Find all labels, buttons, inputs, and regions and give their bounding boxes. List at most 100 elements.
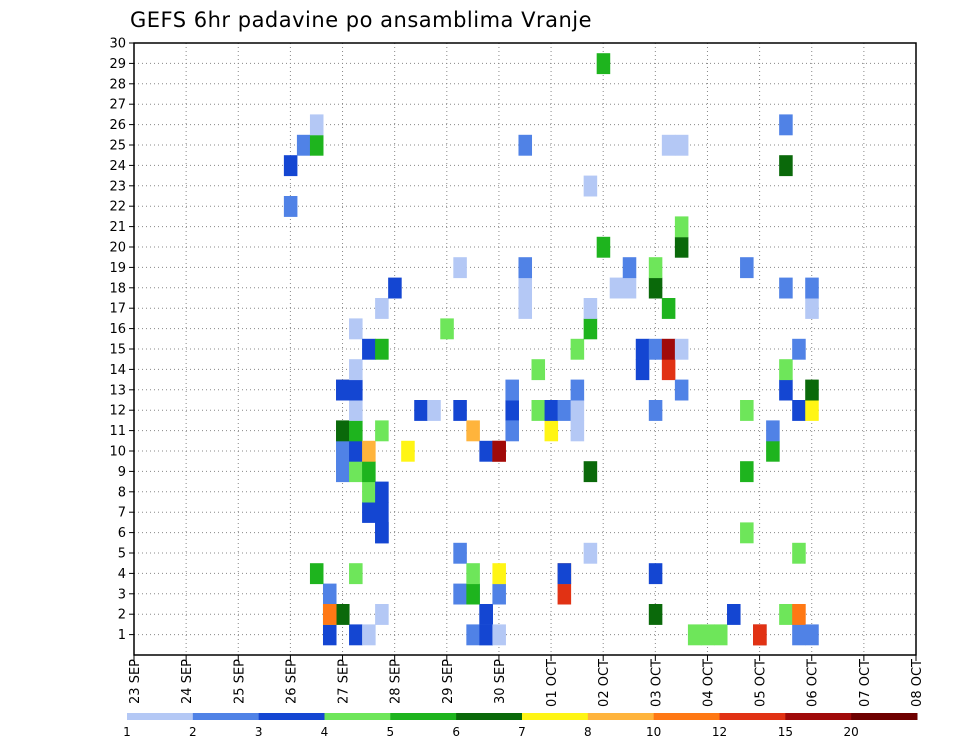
data-cell: [661, 134, 676, 156]
data-cell: [375, 338, 389, 360]
data-cell: [453, 583, 467, 605]
data-cell: [648, 563, 663, 585]
data-cell: [349, 563, 363, 585]
y-tick-label: 27: [109, 98, 126, 113]
data-cell: [544, 400, 559, 421]
data-cell: [336, 379, 350, 401]
data-cell: [349, 440, 363, 462]
legend-swatch: [390, 713, 457, 720]
data-cell: [375, 502, 389, 523]
y-tick-label: 17: [109, 302, 126, 317]
y-tick-label: 21: [109, 220, 126, 235]
legend-label: 10: [646, 725, 661, 739]
data-cell: [544, 420, 559, 442]
data-cell: [805, 624, 819, 646]
x-axis: 23 SEP 24 SEP 25 SEP 26 SEP 27 SEP 28 SEP 29 S…: [128, 655, 925, 707]
data-cell: [740, 257, 754, 279]
data-cell: [401, 440, 415, 462]
x-tick-label: 24 SEP: [180, 659, 195, 704]
y-tick-label: 11: [109, 424, 126, 439]
y-tick-label: 2: [118, 608, 126, 623]
legend-label: 15: [778, 725, 793, 739]
y-tick-label: 12: [109, 404, 126, 419]
y-tick-label: 18: [109, 281, 126, 296]
y-tick-label: 8: [118, 485, 126, 500]
data-cell: [492, 624, 506, 646]
data-cell: [322, 624, 337, 646]
data-cell: [648, 604, 663, 625]
legend-swatch: [653, 713, 720, 720]
data-cell: [792, 624, 806, 646]
x-tick-label: 04 OCT: [701, 659, 716, 707]
data-cell: [635, 359, 650, 381]
y-tick-label: 5: [118, 547, 126, 562]
data-cell: [805, 400, 819, 421]
x-tick-label: 02 OCT: [597, 659, 612, 707]
data-cell: [349, 624, 363, 646]
data-cell: [674, 134, 689, 156]
x-tick-label: 23 SEP: [128, 659, 143, 704]
data-cell: [349, 461, 363, 483]
data-cell: [440, 318, 454, 340]
data-cell: [779, 114, 793, 136]
data-cell: [557, 400, 572, 421]
data-cell: [596, 53, 611, 75]
y-tick-label: 14: [109, 363, 126, 378]
legend-label: 2: [189, 725, 197, 739]
x-tick-label: 30 SEP: [493, 659, 508, 704]
y-tick-label: 20: [109, 241, 126, 256]
data-cell: [427, 400, 441, 421]
chart-title: GEFS 6hr padavine po ansamblima Vranje: [130, 8, 592, 32]
data-cell: [792, 604, 806, 625]
legend-label: 3: [255, 725, 263, 739]
legend-swatch: [719, 713, 786, 720]
y-tick-label: 28: [109, 77, 126, 92]
data-cells: [283, 53, 819, 646]
data-cell: [453, 400, 467, 421]
data-cell: [792, 400, 806, 421]
data-cell: [505, 420, 519, 442]
data-cell: [505, 400, 519, 421]
data-cell: [766, 440, 780, 462]
data-cell: [492, 563, 506, 585]
legend-label: 1: [123, 725, 131, 739]
data-cell: [740, 400, 754, 421]
data-cell: [492, 583, 506, 605]
legend-label: 12: [712, 725, 727, 739]
y-tick-label: 19: [109, 261, 126, 276]
data-cell: [727, 604, 741, 625]
legend-label: 6: [452, 725, 460, 739]
data-cell: [362, 461, 376, 483]
legend-label: 20: [844, 725, 859, 739]
data-cell: [453, 257, 467, 279]
data-cell: [322, 583, 337, 605]
y-tick-label: 23: [109, 179, 126, 194]
y-tick-label: 15: [109, 343, 126, 358]
data-cell: [518, 277, 533, 299]
y-tick-label: 13: [109, 383, 126, 398]
legend-swatch: [192, 713, 260, 720]
x-tick-label: 08 OCT: [910, 659, 925, 707]
data-cell: [805, 277, 819, 299]
data-cell: [375, 298, 389, 319]
legend-label: 8: [584, 725, 592, 739]
data-cell: [792, 338, 806, 360]
data-cell: [414, 400, 428, 421]
data-cell: [583, 318, 598, 340]
data-cell: [362, 502, 376, 523]
data-cell: [779, 359, 793, 381]
data-cell: [453, 542, 467, 564]
y-tick-label: 16: [109, 322, 126, 337]
legend-swatch: [456, 713, 523, 720]
data-cell: [362, 624, 376, 646]
data-cell: [375, 481, 389, 503]
data-cell: [674, 379, 689, 401]
data-cell: [375, 522, 389, 544]
data-cell: [779, 604, 793, 625]
data-cell: [779, 277, 793, 299]
data-cell: [622, 277, 637, 299]
data-cell: [336, 604, 350, 625]
data-cell: [674, 216, 689, 238]
data-cell: [648, 400, 663, 421]
